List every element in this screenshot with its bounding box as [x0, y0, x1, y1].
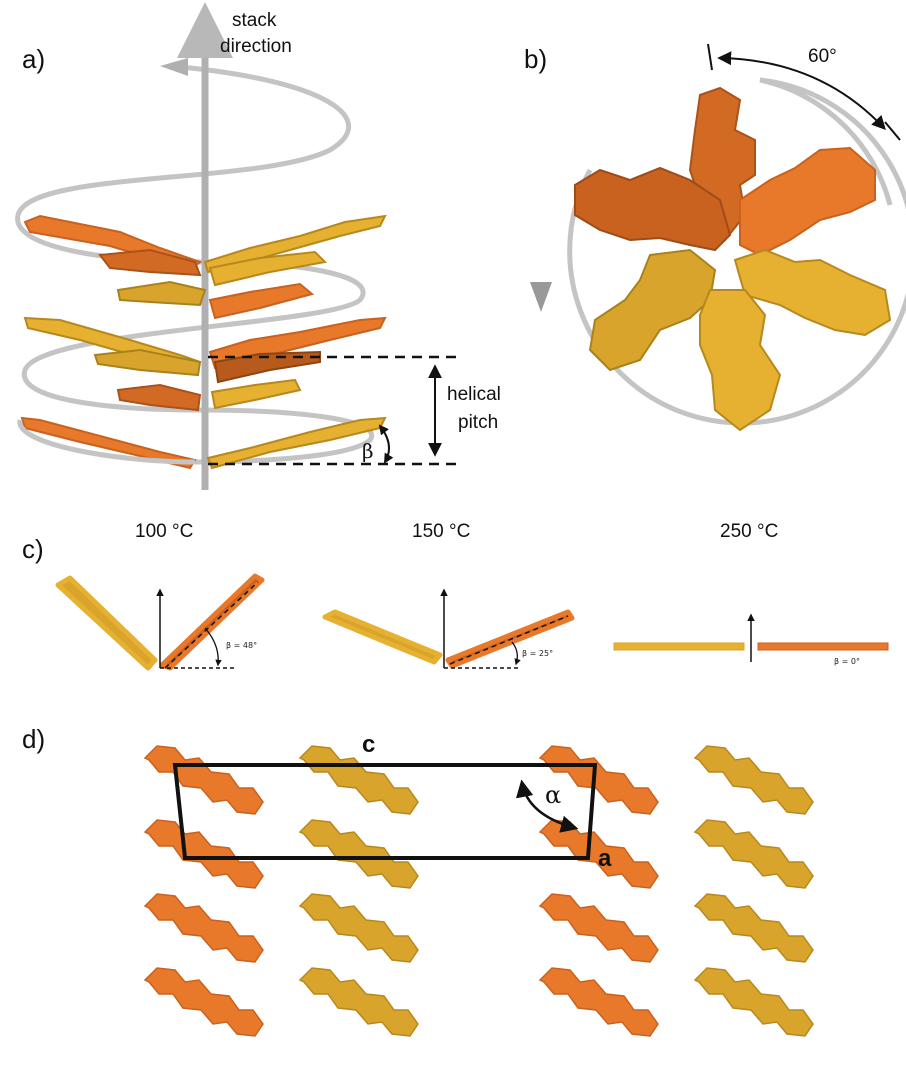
- panel-a: a) stack direction: [15, 1, 501, 490]
- temp-250: 250 °C: [720, 521, 778, 542]
- helix-arrowhead: [160, 58, 188, 76]
- helix-front: [17, 419, 196, 465]
- panel-b-label: b): [524, 44, 547, 74]
- pitch-label-line1: helical: [447, 384, 501, 405]
- temp-150: 150 °C: [412, 521, 470, 542]
- lattice-molecule: [143, 819, 264, 889]
- beta-label: β: [362, 439, 374, 463]
- axis-a-label: a: [598, 845, 612, 872]
- lattice-molecule: [538, 819, 659, 889]
- lattice-molecule: [693, 967, 814, 1037]
- rotation-arrowhead: [530, 282, 552, 312]
- axis-c-label: c: [362, 731, 375, 758]
- lattice-molecule: [143, 745, 264, 815]
- panel-a-label: a): [22, 44, 45, 74]
- conformation-250C: β = 0°: [613, 613, 889, 666]
- stacked-molecules: [20, 214, 387, 470]
- panel-d: d) c a α: [22, 724, 814, 1037]
- lattice-molecule: [693, 819, 814, 889]
- pitch-label-line2: pitch: [458, 412, 498, 433]
- lattice-molecule: [693, 745, 814, 815]
- conformation-150C: β = 25°: [322, 588, 575, 669]
- lattice-molecule: [693, 893, 814, 963]
- sixty-degree-arc: [717, 51, 886, 131]
- lattice-molecule: [538, 967, 659, 1037]
- lattice-molecule: [298, 967, 419, 1037]
- tick-1: [707, 43, 713, 71]
- lattice-molecule: [298, 893, 419, 963]
- helix: [15, 63, 375, 465]
- panel-c: c) 100 °C 150 °C 250 °C β = 48° β = 25°: [22, 521, 889, 671]
- tick-2: [884, 121, 901, 141]
- panel-d-label: d): [22, 724, 45, 754]
- beta-angle-arc: [378, 424, 394, 464]
- panel-b: b) 60°: [524, 43, 906, 432]
- lattice-molecule: [143, 893, 264, 963]
- stack-label-line1: stack: [232, 10, 277, 31]
- lattice-molecule: [538, 893, 659, 963]
- molecule-star: [574, 86, 892, 432]
- unit-cell: [172, 763, 598, 860]
- conformation-100C: β = 48°: [55, 573, 265, 671]
- beta-250: β = 0°: [834, 657, 860, 666]
- lattice-molecule: [298, 745, 419, 815]
- alpha-angle-arc: [515, 779, 579, 833]
- lattice-molecule: [143, 967, 264, 1037]
- temp-100: 100 °C: [135, 521, 193, 542]
- sixty-degree-label: 60°: [808, 46, 837, 67]
- alpha-label: α: [545, 781, 561, 809]
- lattice-molecule: [298, 819, 419, 889]
- panel-c-label: c): [22, 534, 44, 564]
- beta-100: β = 48°: [226, 641, 257, 650]
- beta-150: β = 25°: [522, 649, 553, 658]
- stack-label-line2: direction: [220, 36, 292, 57]
- molecule-lattice: [143, 745, 814, 1037]
